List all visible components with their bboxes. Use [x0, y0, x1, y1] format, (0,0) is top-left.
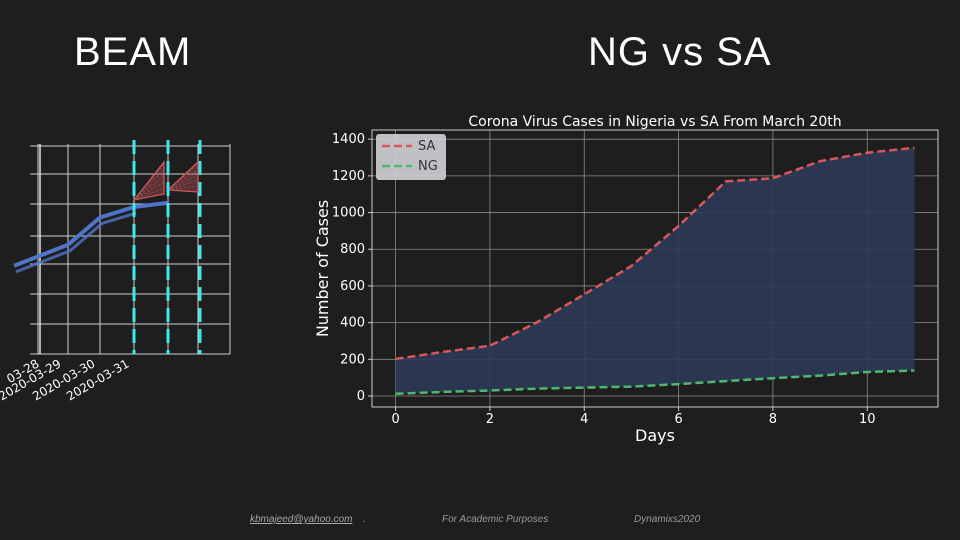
beam-cone-ray — [133, 175, 165, 201]
x-tick-label: 6 — [674, 412, 682, 427]
beam-cone-ray — [167, 189, 199, 192]
y-tick-label: 200 — [340, 352, 365, 367]
right-slide-title: NG vs SA — [588, 30, 772, 74]
x-axis-label: Days — [635, 426, 675, 445]
beam-cone-ray — [133, 187, 165, 201]
y-tick-label: 1000 — [332, 206, 365, 221]
legend-label-ng: NG — [418, 159, 438, 174]
x-tick-label: 2 — [486, 412, 494, 427]
x-tick-label: 8 — [769, 412, 777, 427]
footer-purpose: For Academic Purposes — [442, 514, 549, 525]
beam-series-line-shadow — [15, 211, 137, 274]
beam-cone-ray — [133, 169, 165, 201]
footer-dot: . — [363, 514, 366, 525]
y-tick-label: 600 — [340, 279, 365, 294]
footer-email-link[interactable]: kbmajeed@yahoo.com — [250, 514, 353, 525]
chart-title: Corona Virus Cases in Nigeria vs SA From… — [468, 114, 841, 130]
fill-between-area — [395, 147, 915, 394]
beam-cone-ray — [167, 174, 199, 191]
left-slide-title: BEAM — [74, 30, 192, 74]
legend-box — [376, 134, 446, 180]
series-line-ng — [395, 369, 915, 396]
y-tick-label: 0 — [357, 389, 365, 404]
beam-cone-ray — [133, 193, 165, 201]
y-axis-label: Number of Cases — [313, 200, 332, 337]
x-tick-label: 0 — [391, 412, 399, 427]
x-tick-label: 4 — [580, 412, 588, 427]
footer-brand: Dynamixs2020 — [634, 514, 701, 525]
beam-cone-ray — [167, 163, 199, 191]
x-tick-label: 10 — [859, 412, 876, 427]
beam-cone-ray — [167, 180, 199, 191]
cases-chart: 0 2 4 6 8 10 0 200 400 600 800 1000 1200 1400 Corona V… — [313, 114, 939, 445]
y-tick-label: 1200 — [332, 169, 365, 184]
plot-frame — [371, 129, 939, 408]
beam-cone-ray — [133, 181, 165, 201]
beam-series-line — [13, 200, 169, 268]
beam-forecast-cone — [132, 160, 165, 201]
legend-label-sa: SA — [418, 139, 435, 154]
beam-cone-ray — [167, 185, 199, 191]
chart-legend: SA NG — [376, 134, 446, 180]
series-line-sa — [395, 146, 915, 361]
beam-forecast-cone — [166, 160, 199, 193]
y-tick-label: 400 — [340, 316, 365, 331]
y-tick-label: 800 — [340, 242, 365, 257]
y-tick-label: 1400 — [332, 132, 365, 147]
